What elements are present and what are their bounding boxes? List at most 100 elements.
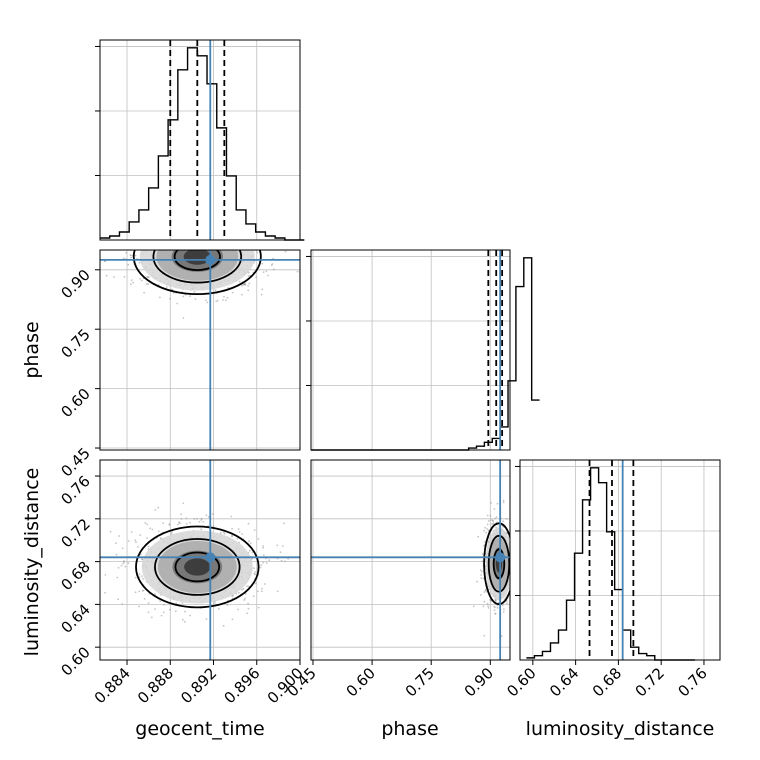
panel-geocent-time-luminosity-distance-sample-point <box>143 598 146 600</box>
panel-geocent-time-phase-sample-point <box>185 244 187 246</box>
panel-geocent-time-luminosity-distance-sample-point <box>282 545 284 547</box>
panel-geocent-time-phase-sample-point <box>258 244 260 246</box>
panel-geocent-time-phase-sample-point <box>234 220 236 222</box>
panel-geocent-time-phase-sample-point <box>192 242 194 244</box>
panel-geocent-time-phase-sample-point <box>194 230 196 232</box>
panel-geocent-time-phase-sample-point <box>233 223 235 225</box>
panel-geocent-time-phase-sample-point <box>182 238 184 240</box>
panel-geocent-time-phase-sample-point <box>205 299 207 302</box>
panel-geocent-time-phase-sample-point <box>136 228 138 230</box>
phase-ytick-label: 0.60 <box>57 385 93 421</box>
panel-geocent-time-phase-sample-point <box>215 300 218 303</box>
panel-phase-luminosity-distance-sample-point <box>492 519 494 522</box>
panel-geocent-time-luminosity-distance-sample-point <box>147 545 150 548</box>
panel-geocent-time-luminosity-distance-sample-point <box>247 522 250 525</box>
panel-geocent-time-phase-sample-point <box>170 245 172 247</box>
panel-phase-luminosity-distance-sample-point <box>511 574 513 576</box>
panel-geocent-time-phase-sample-point <box>158 229 160 231</box>
panel-phase-luminosity-distance-sample-point <box>511 548 513 550</box>
panel-phase-luminosity-distance-sample-point <box>494 517 496 520</box>
panel-geocent-time-phase-sample-point <box>184 246 186 248</box>
panel-frame <box>519 459 721 661</box>
panel-geocent-time-luminosity-distance-sample-point <box>202 521 205 523</box>
panel-phase-luminosity-distance-sample-point <box>511 528 513 530</box>
luminosity-distance-xtick-label: 0.76 <box>674 664 710 700</box>
panel-geocent-time-phase-sample-point <box>173 237 175 239</box>
panel-geocent-time-phase-sample-point <box>193 236 195 238</box>
panel-phase-luminosity-distance-sample-point <box>514 563 516 565</box>
panel-geocent-time-luminosity-distance-sample-point <box>193 518 196 520</box>
panel-phase-luminosity-distance-sample-point <box>516 580 518 582</box>
panel-geocent-time-luminosity-distance-sample-point <box>213 602 216 604</box>
panel-geocent-time-phase-sample-point <box>192 244 194 246</box>
panel-geocent-time-luminosity-distance-sample-point <box>157 506 160 509</box>
panel-geocent-time-luminosity-distance-sample-point <box>231 595 234 598</box>
panel-geocent-time-phase-sample-point <box>261 262 264 265</box>
panel-geocent-time-phase-sample-point <box>164 213 166 215</box>
panel-geocent-time-luminosity-distance-sample-point <box>237 591 240 594</box>
panel-geocent-time-luminosity-distance-sample-point <box>198 520 201 523</box>
panel-geocent-time-luminosity-distance-sample-point <box>174 610 177 613</box>
panel-geocent-time-phase-sample-point <box>149 247 151 249</box>
panel-phase-luminosity-distance-sample-point <box>482 605 485 608</box>
panel-phase-luminosity-distance-sample-point <box>502 499 505 502</box>
panel-phase-luminosity-distance-sample-point <box>496 604 499 607</box>
panel-phase-luminosity-distance-sample-point <box>512 553 514 555</box>
panel-geocent-time-phase-sample-point <box>231 222 233 224</box>
panel-geocent-time-phase-sample-point <box>128 245 130 247</box>
panel-geocent-time-phase-sample-point <box>184 207 186 209</box>
panel-geocent-time-phase-sample-point <box>191 243 193 245</box>
panel-geocent-time-luminosity-distance-sample-point <box>251 551 254 554</box>
panel-geocent-time-phase-sample-point <box>124 208 126 210</box>
panel-geocent-time-luminosity-distance-contour <box>135 525 260 609</box>
panel-geocent-time-luminosity-distance-sample-point <box>120 564 123 567</box>
panel-geocent-time-phase-sample-point <box>190 231 192 233</box>
panel-geocent-time-phase-sample-point <box>132 243 134 245</box>
panel-geocent-time-luminosity-distance-sample-point <box>141 575 143 577</box>
panel-geocent-time-luminosity-distance-sample-point <box>177 523 179 526</box>
panel-geocent-time-luminosity-distance-sample-point <box>159 600 162 602</box>
hist-luminosity-distance-histogram <box>526 467 695 661</box>
grid-layer <box>100 40 720 660</box>
panel-geocent-time-phase-sample-point <box>206 237 208 239</box>
panel-geocent-time-phase-sample-point <box>227 245 229 247</box>
panel-phase-luminosity-distance-sample-point <box>511 551 513 553</box>
panel-phase-luminosity-distance-sample-point <box>506 602 508 605</box>
panel-geocent-time-phase-sample-point <box>252 248 254 250</box>
panel-geocent-time-luminosity-distance-sample-point <box>147 602 150 604</box>
panel-geocent-time-luminosity-distance-sample-point <box>257 590 259 593</box>
panel-phase-luminosity-distance-sample-point <box>511 563 513 565</box>
panel-geocent-time-phase-sample-point <box>180 241 182 243</box>
panel-geocent-time-luminosity-distance-sample-point <box>109 530 112 533</box>
phase-xtick-label: 0.75 <box>402 664 438 700</box>
panel-geocent-time-luminosity-distance-sample-point <box>115 542 117 544</box>
panel-geocent-time-phase-sample-point <box>160 242 162 244</box>
panel-geocent-time-luminosity-distance-sample-point <box>189 614 192 617</box>
panel-geocent-time-phase-sample-point <box>171 248 173 250</box>
panel-phase-luminosity-distance-sample-point <box>486 602 489 605</box>
panel-geocent-time-luminosity-distance-sample-point <box>284 560 286 563</box>
panel-geocent-time-phase-sample-point <box>162 224 164 226</box>
panel-geocent-time-phase-sample-point <box>216 214 218 216</box>
panel-geocent-time-luminosity-distance-sample-point <box>134 591 137 594</box>
panel-geocent-time-phase-sample-point <box>131 246 133 248</box>
panel-geocent-time-phase-sample-point <box>265 270 268 273</box>
panel-geocent-time-phase-sample-point <box>159 296 161 299</box>
luminosity-distance-xlabel: luminosity_distance <box>526 718 715 740</box>
panel-geocent-time-phase-sample-point <box>191 243 193 245</box>
panel-phase-luminosity-distance-sample-point <box>511 529 513 531</box>
panel-phase-luminosity-distance-sample-point <box>511 578 513 580</box>
panel-geocent-time-phase-sample-point <box>170 241 172 243</box>
panel-geocent-time-luminosity-distance-sample-point <box>169 608 171 611</box>
panel-phase-luminosity-distance-sample-point <box>516 564 518 566</box>
panel-geocent-time-phase-sample-point <box>296 270 299 273</box>
panel-geocent-time-phase-sample-point <box>158 231 160 233</box>
panel-geocent-time-phase-sample-point <box>215 242 217 244</box>
panel-geocent-time-phase-sample-point <box>180 229 182 231</box>
panel-geocent-time-luminosity-distance-sample-point <box>141 589 144 592</box>
panel-geocent-time-phase-sample-point <box>242 235 244 237</box>
panel-geocent-time-phase-sample-point <box>225 225 227 227</box>
panel-phase-luminosity-distance-sample-point <box>511 572 513 574</box>
panel-frame <box>99 39 301 241</box>
panel-geocent-time-phase-sample-point <box>182 236 184 238</box>
